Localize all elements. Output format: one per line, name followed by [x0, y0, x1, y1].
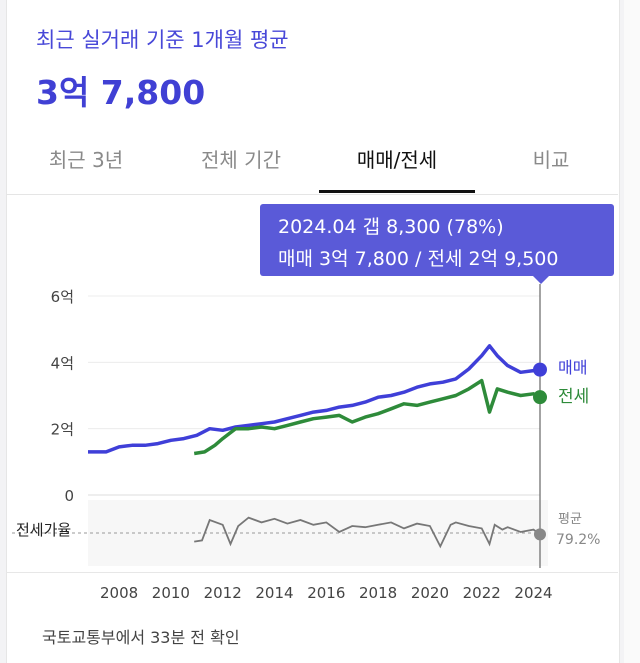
page-edge [624, 0, 640, 663]
x-tick-label: 2024 [514, 584, 552, 602]
hover-tooltip: 2024.04 갭 8,300 (78%) 매매 3억 7,800 / 전세 2… [260, 204, 614, 276]
y-tick-label: 0 [64, 487, 74, 505]
active-tab-indicator [319, 190, 475, 193]
x-tick-label: 2012 [204, 584, 242, 602]
y-tick-label: 6억 [51, 288, 74, 306]
average-price: 3억 7,800 [36, 73, 206, 112]
jeonse-price-line [193, 378, 541, 456]
footer-divider [6, 572, 618, 573]
sale-price-line [88, 344, 541, 454]
x-tick-label: 2022 [463, 584, 501, 602]
data-source-note: 국토교통부에서 33분 전 확인 [42, 628, 240, 647]
sale-series-label: 매매 [558, 358, 587, 377]
jeonse-cursor-dot [533, 390, 547, 405]
period-tabs: 최근 3년 전체 기간 매매/전세 비교 [6, 134, 618, 195]
ratio-cursor-dot [534, 528, 546, 541]
x-axis-ticks: 2008 2010 2012 2014 2016 2018 2020 2022 2024 [100, 584, 553, 602]
chart-grid [88, 295, 540, 496]
tab-all-period[interactable]: 전체 기간 [201, 148, 281, 172]
ratio-average-label: 평균 [558, 512, 582, 527]
jeonse-series-label: 전세 [558, 387, 589, 407]
tooltip-arrow [532, 275, 550, 284]
x-tick-label: 2020 [411, 584, 449, 602]
ratio-axis-label: 전세가율 [16, 521, 71, 539]
tab-compare[interactable]: 비교 [532, 148, 570, 172]
x-tick-label: 2010 [152, 584, 190, 602]
x-tick-label: 2014 [255, 584, 293, 602]
sale-cursor-dot [533, 362, 547, 377]
jeonse-ratio-line [194, 516, 541, 549]
y-tick-label: 4억 [51, 354, 74, 372]
x-tick-label: 2008 [100, 584, 138, 602]
tooltip-gap-line: 2024.04 갭 8,300 (78%) [278, 216, 504, 238]
y-tick-label: 2억 [51, 421, 74, 439]
tab-recent-3-years[interactable]: 최근 3년 [48, 148, 124, 172]
ratio-average-value: 79.2% [556, 532, 600, 548]
x-tick-label: 2018 [359, 584, 397, 602]
tooltip-price-line: 매매 3억 7,800 / 전세 2억 9,500 [278, 248, 559, 270]
y-axis-ticks: 6억 4억 2억 0 [51, 288, 74, 505]
tab-sale-jeonse[interactable]: 매매/전세 [356, 148, 438, 172]
price-basis-title: 최근 실거래 기준 1개월 평균 [36, 28, 289, 52]
x-tick-label: 2016 [307, 584, 345, 602]
